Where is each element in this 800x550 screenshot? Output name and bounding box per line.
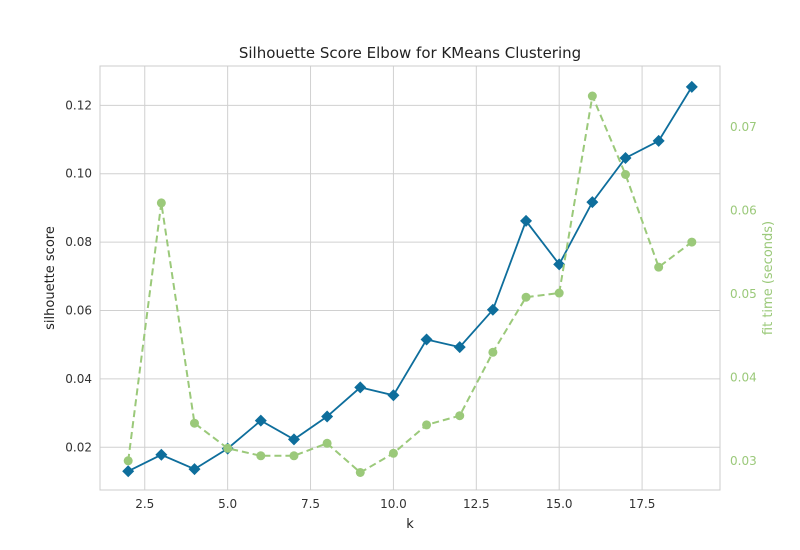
y-right-tick-label: 0.07 [730,120,757,134]
fit-time-point [355,467,365,477]
x-tick-label: 2.5 [135,497,154,511]
silhouette-point [287,433,300,446]
silhouette-point [520,214,533,227]
series-0 [122,80,698,478]
y-right-tick-label: 0.05 [730,287,757,301]
silhouette-point [586,196,599,209]
silhouette-point [486,303,499,316]
fit-time-point [123,456,133,466]
fit-time-point [223,443,233,453]
fit-time-point [488,347,498,357]
y-tick-label: 0.10 [65,167,92,181]
fit-time-point [422,420,432,430]
y-axis-title: silhouette score [43,226,58,330]
fit-time-point [654,262,664,272]
fit-time-point [521,292,531,302]
silhouette-point [619,151,632,164]
x-tick-label: 15.0 [546,497,573,511]
series-line-fit-time [127,92,693,474]
plot-frame [99,65,721,491]
silhouette-point [420,333,433,346]
silhouette-point [122,465,135,478]
y-right-tick-label: 0.03 [730,454,757,468]
fit-time-point [587,91,597,101]
y-axis-title-right: fit time (seconds) [761,221,776,335]
fit-time-point [322,438,332,448]
silhouette-point [354,381,367,394]
y-tick-label: 0.08 [65,235,92,249]
fit-time-point [621,170,631,180]
fit-time-point [687,237,697,247]
fit-time-point [388,448,398,458]
fit-time-point [156,198,166,208]
x-tick-label: 17.5 [629,497,656,511]
y-right-tick-label: 0.04 [730,370,757,384]
series-layer [122,80,698,478]
silhouette-point [453,341,466,354]
silhouette-point [652,134,665,147]
fit-time-point [189,418,199,428]
x-tick-label: 7.5 [301,497,320,511]
silhouette-point [188,463,201,476]
silhouette-point [553,258,566,271]
y-tick-label: 0.02 [65,440,92,454]
fit-time-point [289,451,299,461]
y-tick-label: 0.12 [65,98,92,112]
y-tick-label: 0.04 [65,372,92,386]
fit-time-point [554,288,564,298]
silhouette-point [387,389,400,402]
series-1 [123,91,697,477]
chart-title: Silhouette Score Elbow for KMeans Cluste… [239,44,581,62]
x-axis-title: k [406,517,414,532]
silhouette-point [685,80,698,93]
axis-layer: 2.5 5.0 7.5 10.0 12.5 15.0 17.5 0.02 0.04 0.06 0.0… [65,98,756,511]
grid-layer [100,66,720,490]
x-tick-label: 10.0 [380,497,407,511]
series-line-silhouette [127,86,693,473]
fit-time-point [455,411,465,421]
x-tick-label: 12.5 [463,497,490,511]
silhouette-point [321,410,334,423]
silhouette-point [254,414,267,427]
y-right-tick-label: 0.06 [730,203,757,217]
fit-time-point [256,451,266,461]
y-tick-label: 0.06 [65,303,92,317]
x-tick-label: 5.0 [218,497,237,511]
silhouette-point [155,448,168,461]
